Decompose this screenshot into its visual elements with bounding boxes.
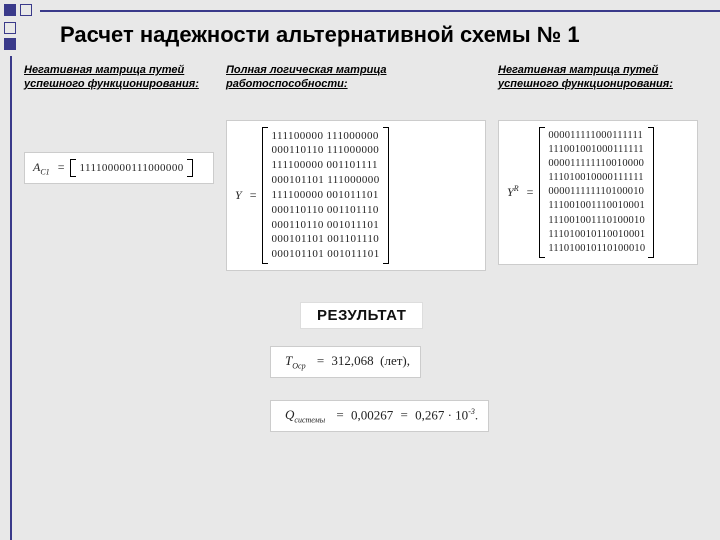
equals-icon: = <box>58 160 65 175</box>
col3-matrix: 0000111110001111111110010010001111110000… <box>539 127 654 259</box>
col1-matrix: 111100000111000000 <box>70 159 192 178</box>
matrix-row: 000011111110010000 <box>548 157 645 171</box>
matrix-row: 111010010110010001 <box>548 228 645 242</box>
matrix-row: 111001001000111111 <box>548 143 645 157</box>
column-3: Негативная матрица путей успешного функц… <box>498 64 698 271</box>
page-title: Расчет надежности альтернативной схемы №… <box>60 22 700 48</box>
r2-var: Q <box>285 407 294 422</box>
matrix-row: 000101101 001101110 <box>271 232 379 247</box>
decor-left-line <box>10 56 12 540</box>
col1-row: 111100000111000000 <box>79 161 183 176</box>
column-1: Негативная матрица путей успешного функц… <box>24 64 214 271</box>
col3-header: Негативная матрица путей успешного функц… <box>498 64 698 92</box>
result-line-2: Qсистемы = 0,00267 = 0,267 · 10-3. <box>270 400 489 432</box>
column-2: Полная логическая матрица работоспособно… <box>226 64 486 271</box>
col1-formula: AC1 = 111100000111000000 <box>24 152 214 185</box>
col1-var-sub: C1 <box>40 167 49 176</box>
matrix-row: 111100000 111000000 <box>271 129 379 144</box>
matrix-row: 111100000 001101111 <box>271 158 379 173</box>
result-line-1: TOср = 312,068 (лет), <box>270 346 421 378</box>
r2-value: 0,00267 <box>351 407 393 422</box>
col2-var: Y <box>235 188 242 203</box>
col2-header: Полная логическая матрица работоспособно… <box>226 64 486 92</box>
matrix-row: 000011111000111111 <box>548 129 645 143</box>
matrix-row: 000110110 001011101 <box>271 218 379 233</box>
matrix-row: 111010010110100010 <box>548 242 645 256</box>
matrix-row: 111100000 001011101 <box>271 188 379 203</box>
matrix-row: 000011111110100010 <box>548 185 645 199</box>
r1-unit: (лет), <box>380 353 410 368</box>
decor-top-squares <box>4 4 32 16</box>
col2-matrix: 111100000 111000000000110110 11100000011… <box>262 127 388 265</box>
matrix-row: 111001001110100010 <box>548 214 645 228</box>
equals-icon: = <box>527 185 534 200</box>
matrix-row: 000101101 001011101 <box>271 247 379 262</box>
col2-formula: Y = 111100000 111000000000110110 1110000… <box>226 120 486 272</box>
columns-container: Негативная матрица путей успешного функц… <box>24 64 708 271</box>
col3-var: Y <box>507 185 514 199</box>
decor-top-line <box>40 10 720 12</box>
col1-header: Негативная матрица путей успешного функц… <box>24 64 214 92</box>
r2-exp: -3 <box>468 407 475 416</box>
r1-value: 312,068 <box>331 353 373 368</box>
result-heading: РЕЗУЛЬТАТ <box>300 302 423 329</box>
r1-sub: Oср <box>292 362 305 371</box>
matrix-row: 111010010000111111 <box>548 171 645 185</box>
decor-left-squares <box>4 22 16 50</box>
r2-sub: системы <box>294 416 325 425</box>
col3-var-sup: R <box>514 184 519 193</box>
matrix-row: 000101101 111000000 <box>271 173 379 188</box>
r2-alt: 0,267 <box>415 407 444 422</box>
matrix-row: 000110110 001101110 <box>271 203 379 218</box>
col3-formula: YR = 00001111100011111111100100100011111… <box>498 120 698 266</box>
matrix-row: 000110110 111000000 <box>271 143 379 158</box>
equals-icon: = <box>250 188 257 203</box>
matrix-row: 111001001110010001 <box>548 199 645 213</box>
